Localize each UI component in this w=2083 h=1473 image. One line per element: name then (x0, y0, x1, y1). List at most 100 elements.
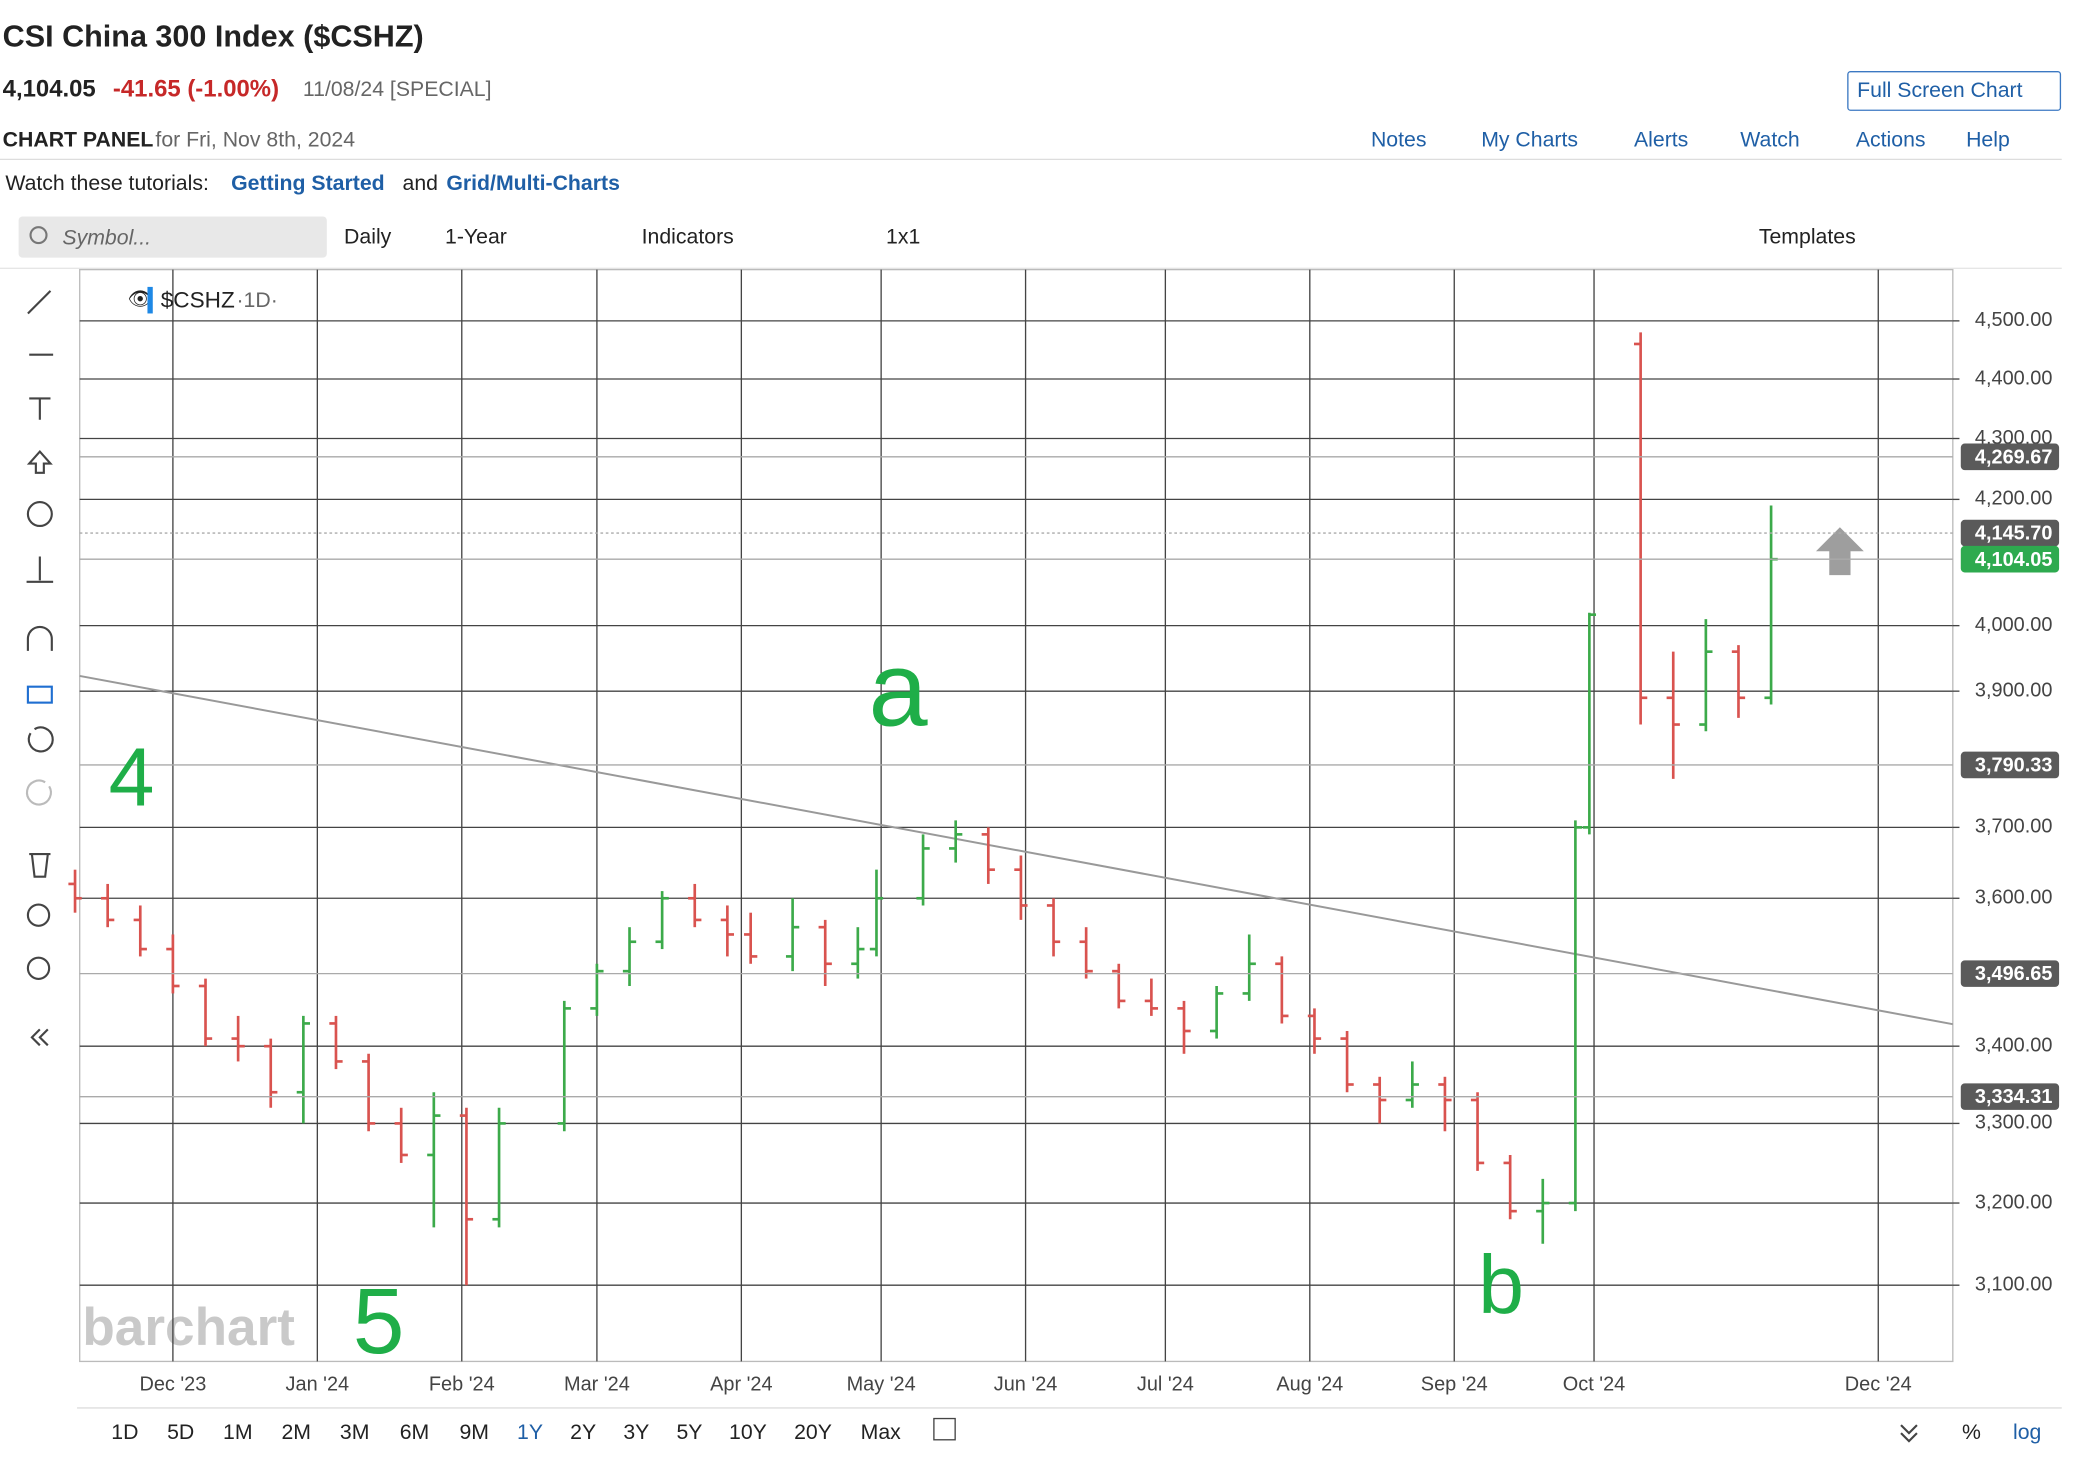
expand-icon[interactable] (1900, 1424, 1918, 1443)
menu-item[interactable]: Alerts (1634, 127, 1688, 151)
ohlc-bar (231, 1015, 245, 1062)
toolbar-item[interactable]: 1x1 (886, 224, 920, 248)
delete[interactable] (29, 852, 51, 878)
ohlc-bar (1112, 963, 1126, 1009)
ohlc-bar (1470, 1092, 1485, 1171)
tool-measure[interactable] (26, 556, 54, 583)
period-button[interactable]: 3M (340, 1420, 370, 1444)
price-badge (1960, 751, 2060, 779)
period-button[interactable]: Max (861, 1420, 902, 1444)
ohlc-bar (1582, 612, 1597, 835)
period-button[interactable]: 2Y (570, 1420, 596, 1444)
y-tick-label: 4,000.00 (1975, 614, 2053, 636)
y-tick-label: 3,200.00 (1975, 1191, 2053, 1213)
watermark: barchart (82, 1298, 295, 1357)
ohlc-bar (557, 1000, 571, 1132)
period-button[interactable]: 6M (400, 1420, 430, 1444)
zoom-in[interactable] (26, 903, 51, 927)
period-button[interactable]: 5D (167, 1420, 194, 1444)
period-button[interactable]: 5Y (676, 1420, 702, 1444)
panel-date: for Fri, Nov 8th, 2024 (155, 127, 355, 151)
templates-button[interactable]: Templates (1759, 224, 1856, 248)
ohlc-bar (1144, 978, 1159, 1016)
ohlc-bar (981, 827, 995, 884)
x-tick-label: Jan '24 (286, 1374, 350, 1396)
x-tick-label: Feb '24 (429, 1374, 495, 1396)
ohlc-bar (1568, 820, 1583, 1212)
period-button[interactable]: 1M (223, 1420, 253, 1444)
ohlc-bar (394, 1107, 408, 1163)
legend-symbol: $CSHZ (161, 287, 235, 312)
collapse[interactable] (30, 1028, 49, 1047)
scale-button[interactable]: log (2013, 1420, 2041, 1444)
ohlc-bar (459, 1107, 474, 1286)
ohlc-bar (916, 834, 930, 906)
x-tick-label: Dec '23 (139, 1374, 206, 1396)
ohlc-bar (1666, 651, 1680, 779)
ohlc-bar (427, 1092, 441, 1228)
tool-arrow[interactable] (26, 449, 53, 474)
ohlc-bar (622, 927, 637, 986)
tool-text[interactable] (29, 397, 51, 420)
y-tick-label: 4,500.00 (1975, 309, 2053, 331)
price-badge-label: 3,496.65 (1975, 963, 2053, 985)
ohlc-bar (688, 883, 702, 928)
toolbar-item[interactable]: Indicators (642, 224, 734, 248)
toolbar-item[interactable]: 1-Year (445, 224, 507, 248)
lock[interactable] (26, 685, 53, 704)
tool-line[interactable] (27, 290, 52, 315)
undo[interactable] (27, 726, 54, 753)
period-button[interactable]: 9M (459, 1420, 489, 1444)
period-button[interactable]: 1D (111, 1420, 138, 1444)
ohlc-bar (1731, 645, 1746, 718)
symbol-search[interactable] (18, 216, 327, 258)
menu-item[interactable]: Notes (1371, 127, 1427, 151)
menu-item[interactable]: Actions (1856, 127, 1926, 151)
tool-count[interactable] (26, 501, 53, 528)
ohlc-bar (1014, 855, 1028, 920)
y-tick-label: 3,100.00 (1975, 1273, 2053, 1295)
x-tick-label: Dec '24 (1845, 1374, 1912, 1396)
ohlc-bar (1764, 505, 1778, 705)
period-button[interactable]: 1Y (517, 1420, 543, 1444)
period-button[interactable]: 20Y (794, 1420, 832, 1444)
price-badge-label: 4,145.70 (1975, 523, 2053, 545)
period-button[interactable]: 2M (281, 1420, 311, 1444)
magnet[interactable] (26, 625, 53, 651)
menu-item[interactable]: Watch (1740, 127, 1799, 151)
full-screen-label[interactable]: Full Screen Chart (1857, 78, 2022, 102)
price-badge-label: 3,790.33 (1975, 755, 2053, 777)
price-badge-label: 4,269.67 (1975, 446, 2053, 468)
toolbar-item[interactable]: Daily (344, 224, 392, 248)
ohlc-bar (851, 927, 865, 979)
quote-date: 11/08/24 [SPECIAL] (303, 77, 492, 101)
trendline (79, 674, 1953, 1026)
y-tick-label: 3,700.00 (1975, 816, 2053, 838)
eye-icon: 👁 (128, 288, 153, 310)
scale-button[interactable]: % (1962, 1420, 1981, 1444)
ohlc-bar (1438, 1076, 1452, 1132)
ohlc-bar (198, 978, 213, 1047)
ohlc-bar (1242, 934, 1256, 1001)
legend-swatch (147, 286, 153, 314)
search-placeholder[interactable]: Symbol... (62, 226, 151, 250)
menu-item[interactable]: My Charts (1481, 127, 1578, 151)
x-tick-label: Apr '24 (710, 1374, 772, 1396)
ohlc-bar (1046, 898, 1061, 957)
search-icon (29, 226, 48, 245)
calendar-icon[interactable] (933, 1417, 956, 1441)
ohlc-bar (68, 869, 82, 913)
period-button[interactable]: 10Y (729, 1420, 767, 1444)
period-button[interactable]: 3Y (623, 1420, 649, 1444)
zoom-out[interactable] (26, 956, 51, 980)
full-screen-button[interactable] (1847, 71, 2062, 111)
menu-item[interactable]: Help (1966, 127, 2010, 151)
tutorial-link[interactable]: Getting Started (231, 171, 384, 195)
redo[interactable] (25, 779, 52, 806)
annotation: 5 (353, 1269, 405, 1373)
arrow-icon (1815, 527, 1864, 576)
ohlc-bar (1405, 1061, 1419, 1108)
tutorial-link[interactable]: Grid/Multi-Charts (446, 171, 620, 195)
ohlc-bar (785, 898, 800, 972)
